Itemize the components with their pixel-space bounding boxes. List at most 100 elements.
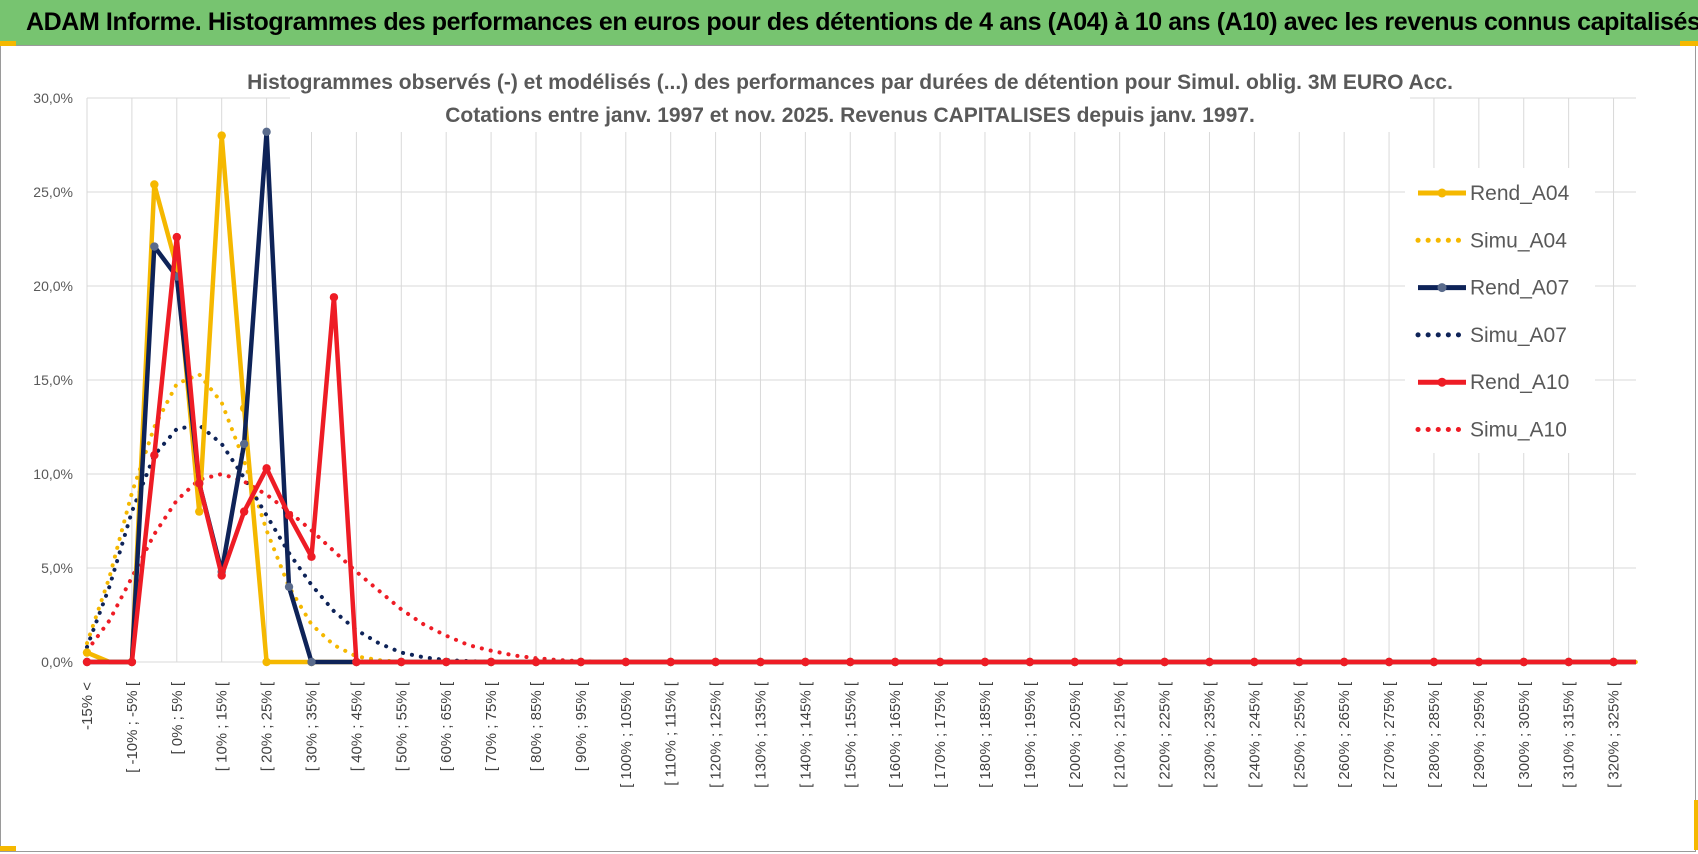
data-point-rend-a04 (150, 180, 159, 189)
data-point-rend-a10 (329, 293, 339, 302)
x-tick-label: -15% < (79, 682, 96, 730)
grid-layer (86, 97, 1636, 663)
y-tick-label: 25,0% (33, 184, 73, 200)
data-point-rend-a10 (890, 657, 900, 667)
data-point-rend-a04 (195, 507, 204, 516)
data-point-rend-a10 (195, 479, 204, 488)
axis-layer: 0,0% 5,0% 10,0% 15,0% 20,0% 25,0% 30,0% -15% < [… (33, 90, 1622, 788)
data-point-rend-a10 (127, 657, 137, 667)
report-title: ADAM Informe. Histogrammes des performan… (26, 8, 1698, 36)
x-tick-label: [ 220% ; 225% [ (1157, 681, 1174, 788)
x-tick-label: [ -10% ; -5% [ (124, 681, 141, 773)
x-tick-label: [ 240% ; 245% [ (1246, 681, 1263, 788)
legend-label-rend-a07: Rend_A07 (1470, 277, 1569, 300)
legend-label-simu-a07: Simu_A07 (1470, 324, 1567, 347)
corner-accent-bottom-left (0, 846, 16, 851)
x-tick-label: [ 260% ; 265% [ (1336, 681, 1353, 788)
data-point-rend-a10 (935, 657, 945, 667)
x-tick-label: [ 170% ; 175% [ (932, 681, 949, 788)
data-point-rend-a10 (262, 464, 271, 473)
data-point-rend-a10 (441, 657, 451, 667)
legend-label-simu-a10: Simu_A10 (1470, 419, 1567, 442)
data-point-rend-a10 (1609, 657, 1618, 667)
corner-accent-bottom-right (1694, 800, 1698, 850)
y-tick-label: 0,0% (41, 654, 73, 670)
series-layer (82, 127, 1638, 667)
x-tick-label: [ 50% ; 55% [ (393, 681, 410, 771)
legend-label-simu-a04: Simu_A04 (1470, 229, 1567, 252)
x-tick-label: [ 290% ; 295% [ (1471, 681, 1488, 788)
x-tick-label: [ 160% ; 165% [ (887, 681, 904, 788)
series-line-rend-a07 (87, 129, 1636, 665)
x-tick-label: [ 40% ; 45% [ (348, 681, 365, 771)
data-point-rend-a04 (217, 131, 226, 140)
data-point-rend-a10 (217, 571, 226, 580)
data-point-rend-a10 (1295, 657, 1304, 667)
legend-label-rend-a04: Rend_A04 (1470, 182, 1570, 205)
x-tick-label: [ 80% ; 85% [ (528, 681, 545, 771)
data-point-rend-a10 (576, 657, 586, 667)
x-tick-label: [ 300% ; 305% [ (1516, 681, 1533, 788)
data-point-rend-a10 (1025, 657, 1035, 667)
x-tick-label: [ 100% ; 105% [ (618, 681, 635, 788)
legend-marker-rend-a10 (1437, 377, 1447, 387)
legend-label-rend-a10: Rend_A10 (1470, 371, 1569, 394)
x-tick-label: [ 320% ; 325% [ (1606, 681, 1623, 788)
x-tick-label: [ 200% ; 205% [ (1067, 681, 1084, 788)
x-tick-label: [ 90% ; 95% [ (573, 681, 590, 771)
legend-marker-rend-a07 (1437, 283, 1447, 293)
y-tick-label: 30,0% (33, 90, 73, 106)
data-point-rend-a10 (756, 657, 765, 667)
data-point-rend-a07 (262, 127, 271, 137)
data-point-rend-a07 (307, 657, 316, 667)
y-tick-label: 10,0% (33, 466, 73, 482)
x-tick-label: [ 270% ; 275% [ (1381, 681, 1398, 788)
data-point-rend-a10 (307, 552, 316, 561)
x-tick-label: [ 30% ; 35% [ (303, 681, 320, 771)
data-point-rend-a10 (846, 657, 855, 667)
data-point-rend-a04 (262, 657, 271, 667)
x-tick-label: [ 110% ; 115% [ (663, 681, 680, 786)
x-tick-label: [ 280% ; 285% [ (1426, 681, 1443, 788)
data-point-rend-a10 (621, 657, 630, 667)
legend: Rend_A04 Simu_A04 Rend_A07 Simu_A07 Rend_A10… (1405, 168, 1595, 453)
report-banner: ADAM Informe. Histogrammes des performan… (0, 0, 1698, 45)
data-point-rend-a04 (82, 648, 92, 657)
legend-marker-rend-a04 (1437, 188, 1447, 198)
data-point-rend-a10 (1070, 657, 1079, 667)
data-point-rend-a07 (239, 439, 249, 449)
chart-title-background (290, 62, 1410, 132)
data-point-rend-a10 (1519, 657, 1528, 667)
x-tick-label: [ 250% ; 255% [ (1291, 681, 1308, 788)
data-point-rend-a10 (150, 451, 159, 460)
x-tick-label: [ 310% ; 315% [ (1561, 681, 1578, 788)
data-point-rend-a10 (82, 657, 92, 667)
data-point-rend-a07 (284, 582, 294, 591)
data-point-rend-a10 (980, 657, 990, 667)
x-tick-label: [ 140% ; 145% [ (797, 681, 814, 788)
x-tick-label: [ 0% ; 5% [ (169, 681, 186, 754)
x-tick-label: [ 60% ; 65% [ (438, 681, 455, 771)
x-tick-label: [ 20% ; 25% [ (259, 681, 276, 771)
data-point-rend-a10 (1160, 657, 1169, 667)
series-line-rend-a04 (86, 133, 1636, 665)
data-point-rend-a10 (1564, 657, 1573, 667)
data-point-rend-a10 (172, 232, 181, 242)
corner-accent-top-right (1680, 41, 1698, 46)
data-point-rend-a10 (711, 657, 720, 667)
x-tick-label: [ 180% ; 185% [ (977, 681, 994, 788)
data-point-rend-a07 (150, 242, 159, 251)
y-tick-label: 5,0% (41, 560, 73, 576)
x-tick-label: [ 190% ; 195% [ (1022, 681, 1039, 788)
data-point-rend-a10 (486, 657, 496, 667)
data-point-rend-a10 (1474, 657, 1484, 667)
x-tick-label: [ 120% ; 125% [ (708, 681, 725, 788)
data-point-rend-a10 (1384, 657, 1394, 667)
chart-title-line-2: Cotations entre janv. 1997 et nov. 2025.… (445, 104, 1255, 127)
data-point-rend-a10 (352, 657, 361, 667)
x-tick-label: [ 150% ; 155% [ (842, 681, 859, 788)
chart-frame (0, 45, 1696, 852)
x-tick-label: [ 130% ; 135% [ (752, 681, 769, 788)
x-tick-label: [ 10% ; 15% [ (214, 681, 231, 771)
data-point-rend-a10 (397, 657, 406, 667)
